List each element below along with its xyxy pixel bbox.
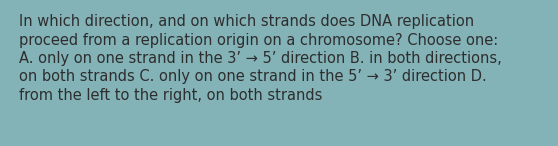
Text: on both strands C. only on one strand in the 5’ → 3’ direction D.: on both strands C. only on one strand in… <box>19 69 487 85</box>
Text: A. only on one strand in the 3’ → 5’ direction B. in both directions,: A. only on one strand in the 3’ → 5’ dir… <box>19 51 502 66</box>
Text: In which direction, and on which strands does DNA replication: In which direction, and on which strands… <box>19 14 474 29</box>
Text: proceed from a replication origin on a chromosome? Choose one:: proceed from a replication origin on a c… <box>19 33 498 47</box>
Text: from the left to the right, on both strands: from the left to the right, on both stra… <box>19 88 323 103</box>
